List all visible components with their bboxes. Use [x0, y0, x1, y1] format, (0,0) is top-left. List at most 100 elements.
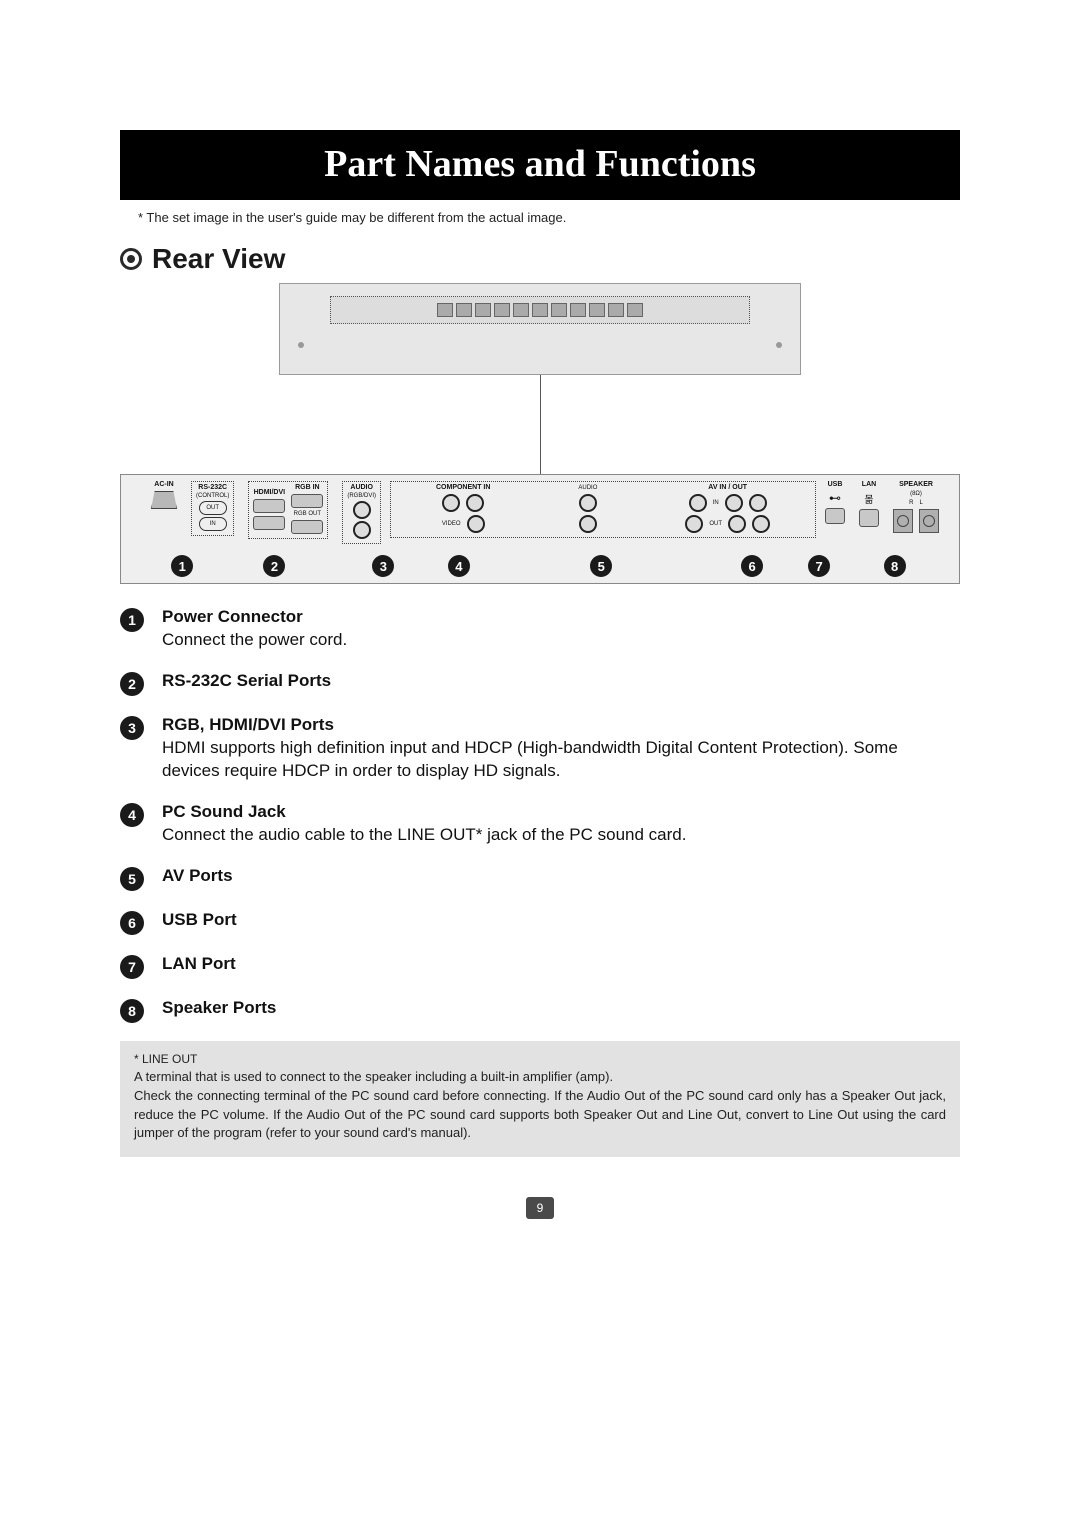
definition-text: AV Ports: [162, 865, 233, 888]
page-title-bar: Part Names and Functions: [120, 130, 960, 200]
rear-view-detail: AC-IN RS-232C (CONTROL) OUT IN HDMI/DVI: [120, 474, 960, 584]
component-jack-icon: [466, 494, 484, 512]
definition-title: AV Ports: [162, 865, 233, 888]
label-lan: LAN: [862, 481, 876, 488]
label-ac-in: AC-IN: [154, 481, 173, 488]
page-title: Part Names and Functions: [324, 143, 756, 185]
label-speaker-sub: (8Ω): [910, 491, 922, 497]
definition-item: 5AV Ports: [120, 865, 960, 891]
definition-item: 1 Power ConnectorConnect the power cord.: [120, 606, 960, 652]
label-rgb-in: RGB IN: [295, 484, 320, 491]
callout-badge: 3: [372, 555, 394, 577]
definition-desc: Connect the audio cable to the LINE OUT*…: [162, 825, 686, 844]
port-rs232c: RS-232C (CONTROL) OUT IN: [191, 481, 234, 536]
callout-badge: 6: [741, 555, 763, 577]
definition-text: LAN Port: [162, 953, 236, 976]
port-rgb-hdmi: HDMI/DVI RGB IN RGB OUT: [248, 481, 328, 539]
definition-title: RGB, HDMI/DVI Ports: [162, 714, 960, 737]
footnote-box: * LINE OUT A terminal that is used to co…: [120, 1041, 960, 1158]
definition-badge: 4: [120, 803, 144, 827]
definition-badge: 3: [120, 716, 144, 740]
section-header: Rear View: [120, 243, 960, 275]
definition-badge: 6: [120, 911, 144, 935]
port-audio-rgb: AUDIO (RGB/DVI): [342, 481, 381, 544]
audio-jack-icon: [353, 501, 371, 519]
label-audio: AUDIO: [350, 484, 373, 491]
av-jack-icon: [752, 515, 770, 533]
rgb-port-icon: [291, 520, 323, 534]
component-jack-icon: [442, 494, 460, 512]
label-usb: USB: [828, 481, 843, 488]
av-jack-icon: [749, 494, 767, 512]
definition-badge: 8: [120, 999, 144, 1023]
disclaimer-note: * The set image in the user's guide may …: [138, 210, 960, 225]
rs232-out-icon: OUT: [199, 501, 227, 515]
definition-desc: Connect the power cord.: [162, 630, 347, 649]
label-audio2: AUDIO: [578, 485, 597, 491]
definition-item: 2RS-232C Serial Ports: [120, 670, 960, 696]
audio-jack-icon: [353, 521, 371, 539]
av-jack-icon: [685, 515, 703, 533]
footnote-title: * LINE OUT: [134, 1051, 946, 1068]
definition-text: USB Port: [162, 909, 237, 932]
definition-title: Speaker Ports: [162, 997, 276, 1020]
bullet-icon: [120, 248, 142, 270]
usb-icon: ⊷: [829, 491, 841, 505]
definition-text: RGB, HDMI/DVI PortsHDMI supports high de…: [162, 714, 960, 783]
definition-title: Power Connector: [162, 606, 347, 629]
screw-icon: [298, 342, 304, 348]
definition-title: LAN Port: [162, 953, 236, 976]
definition-title: PC Sound Jack: [162, 801, 686, 824]
ac-socket-icon: [151, 491, 177, 509]
label-rgb-out: RGB OUT: [294, 511, 321, 517]
label-rs232c: RS-232C: [198, 484, 227, 491]
definition-item: 8 Speaker Ports: [120, 997, 960, 1023]
audio-jack-icon: [579, 494, 597, 512]
callout-badge: 7: [808, 555, 830, 577]
port-ac-in: AC-IN: [151, 481, 177, 509]
lan-port-icon: [859, 509, 879, 527]
label-video: VIDEO: [442, 521, 461, 527]
page-number-wrap: 9: [120, 1197, 960, 1219]
port-usb: USB ⊷: [825, 481, 845, 524]
rs232-in-icon: IN: [199, 517, 227, 531]
section-title: Rear View: [152, 243, 285, 275]
definition-text: PC Sound JackConnect the audio cable to …: [162, 801, 686, 847]
definition-text: Power ConnectorConnect the power cord.: [162, 606, 347, 652]
page-number: 9: [526, 1197, 554, 1219]
av-jack-icon: [728, 515, 746, 533]
usb-port-icon: [825, 508, 845, 524]
footnote-line: A terminal that is used to connect to th…: [134, 1068, 946, 1087]
port-lan: LAN 몲: [859, 481, 879, 527]
port-av: COMPONENT IN VIDEO AUDIO: [395, 481, 811, 538]
definitions-list: 1 Power ConnectorConnect the power cord. 2…: [120, 606, 960, 1023]
definition-badge: 7: [120, 955, 144, 979]
label-rs232c-sub: (CONTROL): [196, 493, 229, 499]
definition-badge: 1: [120, 608, 144, 632]
footnote-body: A terminal that is used to connect to th…: [134, 1068, 946, 1143]
callout-number-row: 12345678: [121, 549, 959, 577]
definition-item: 7 LAN Port: [120, 953, 960, 979]
definition-title: RS-232C Serial Ports: [162, 670, 331, 693]
label-speaker: SPEAKER: [899, 481, 933, 488]
speaker-terminal-icon: [919, 509, 939, 533]
audio-jack-icon: [579, 515, 597, 533]
definition-item: 3 RGB, HDMI/DVI PortsHDMI supports high d…: [120, 714, 960, 783]
definition-item: 6 USB Port: [120, 909, 960, 935]
port-speaker: SPEAKER (8Ω) R L: [893, 481, 939, 533]
hdmi-port-icon: [253, 516, 285, 530]
rear-view-thumbnail: [279, 283, 801, 375]
label-component-in: COMPONENT IN: [436, 484, 490, 491]
definition-desc: HDMI supports high definition input and …: [162, 738, 898, 780]
definition-text: RS-232C Serial Ports: [162, 670, 331, 693]
callout-line: [540, 375, 541, 475]
ports-strip-thumbnail: [330, 296, 750, 324]
label-audio-sub: (RGB/DVI): [347, 493, 376, 499]
speaker-terminal-icon: [893, 509, 913, 533]
callout-badge: 2: [263, 555, 285, 577]
rgb-port-icon: [291, 494, 323, 508]
footnote-line: Check the connecting terminal of the PC …: [134, 1087, 946, 1144]
manual-page: Part Names and Functions * The set image…: [0, 0, 1080, 1279]
definition-title: USB Port: [162, 909, 237, 932]
callout-badge: 8: [884, 555, 906, 577]
